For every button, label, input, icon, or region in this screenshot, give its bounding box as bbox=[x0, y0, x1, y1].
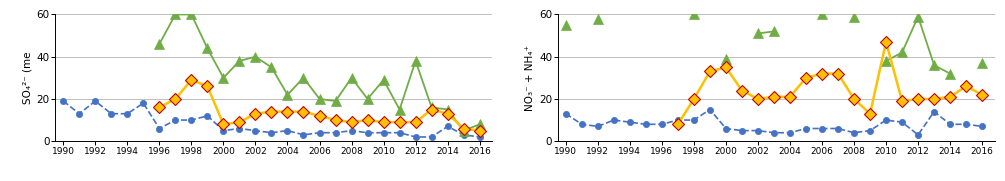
Y-axis label: NO₃⁻ + NH₄⁺: NO₃⁻ + NH₄⁺ bbox=[525, 45, 535, 111]
Y-axis label: SO₄²⁻ (me: SO₄²⁻ (me bbox=[22, 52, 32, 104]
